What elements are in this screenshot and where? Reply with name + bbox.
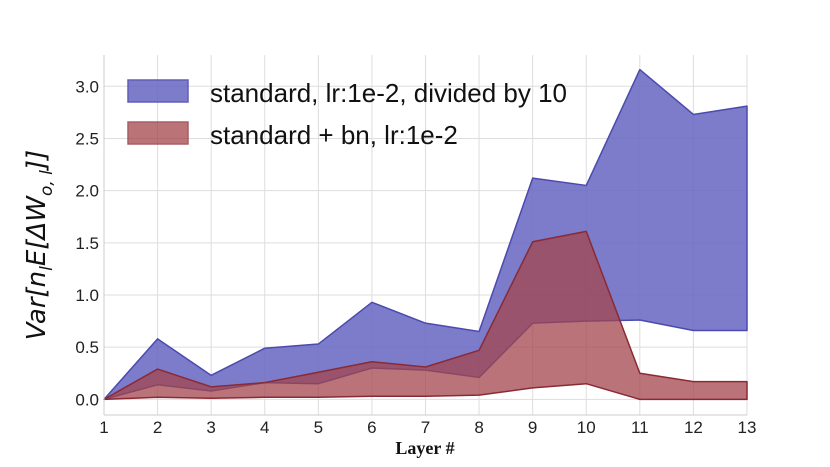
y-tick-label-2.0: 2.0 bbox=[75, 182, 99, 201]
x-tick-label-13: 13 bbox=[738, 418, 757, 437]
x-axis-label: Layer # bbox=[395, 438, 454, 458]
legend-label-standard-bn: standard + bn, lr:1e-2 bbox=[210, 120, 458, 150]
y-tick-label-3.0: 3.0 bbox=[75, 77, 99, 96]
x-tick-label-7: 7 bbox=[421, 418, 430, 437]
x-tick-label-12: 12 bbox=[684, 418, 703, 437]
legend-label-standard: standard, lr:1e-2, divided by 10 bbox=[210, 78, 567, 108]
x-tick-label-8: 8 bbox=[474, 418, 483, 437]
x-tick-label-4: 4 bbox=[260, 418, 269, 437]
y-tick-label-0.5: 0.5 bbox=[75, 338, 99, 357]
y-label-n-subscript: l bbox=[37, 266, 57, 271]
x-tick-label-5: 5 bbox=[314, 418, 323, 437]
x-tick-label-1: 1 bbox=[99, 418, 108, 437]
x-tick-label-9: 9 bbox=[528, 418, 537, 437]
area-series-2 bbox=[103, 230, 748, 401]
y-label-prefix: Var[ bbox=[22, 286, 52, 340]
x-tick-label-3: 3 bbox=[206, 418, 215, 437]
y-label-suffix: ]] bbox=[22, 150, 52, 171]
y-ticks: 0.0 0.5 1.0 1.5 2.0 2.5 3.0 bbox=[75, 77, 99, 409]
y-tick-label-1.5: 1.5 bbox=[75, 234, 99, 253]
y-label-mid: E[ΔW bbox=[22, 195, 52, 266]
y-label-w-subscript: o, l bbox=[37, 170, 57, 196]
x-tick-label-6: 6 bbox=[367, 418, 376, 437]
y-label-n: n bbox=[22, 271, 52, 287]
x-ticks: 1 2 3 4 5 6 7 8 9 10 11 12 13 bbox=[99, 418, 756, 437]
y-tick-label-0.0: 0.0 bbox=[75, 390, 99, 409]
x-tick-label-2: 2 bbox=[153, 418, 162, 437]
x-tick-label-11: 11 bbox=[631, 418, 649, 437]
x-tick-label-10: 10 bbox=[577, 418, 596, 437]
axes bbox=[103, 55, 747, 416]
y-tick-label-1.0: 1.0 bbox=[75, 286, 99, 305]
y-axis-label: Var[nlE[ΔWo, l]] bbox=[22, 150, 57, 340]
plot-areas bbox=[103, 68, 748, 401]
legend-swatch-standard-bn bbox=[127, 121, 189, 145]
y-tick-label-2.5: 2.5 bbox=[75, 129, 99, 148]
legend: standard, lr:1e-2, divided by 10 standar… bbox=[127, 78, 567, 150]
legend-swatch-standard bbox=[127, 79, 189, 103]
